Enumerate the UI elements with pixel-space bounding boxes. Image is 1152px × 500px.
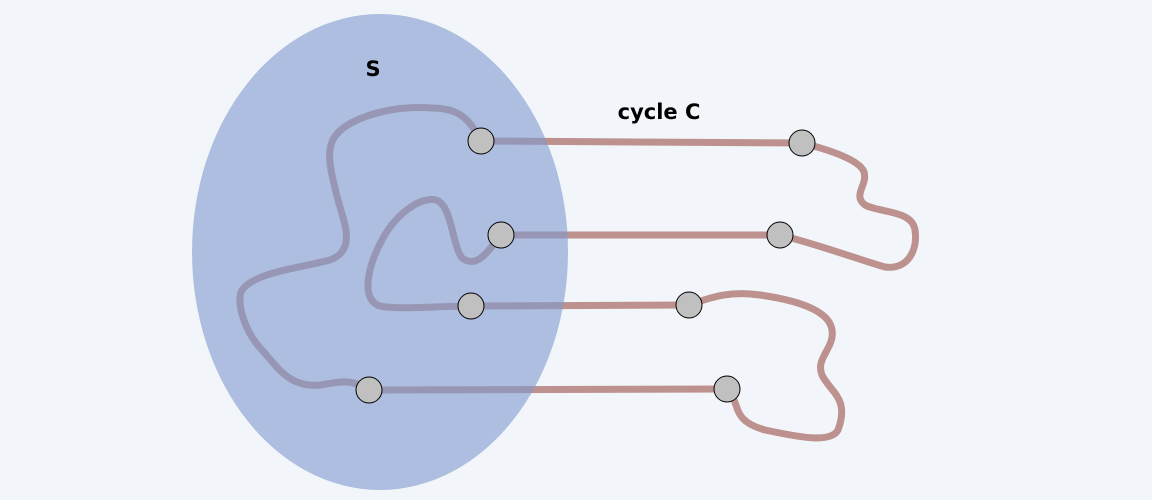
node-inside-3	[457, 292, 485, 320]
cycle-edge-outer-top	[776, 139, 920, 271]
set-s-region	[192, 14, 568, 490]
node-outside-1	[788, 129, 816, 157]
node-outside-3	[675, 291, 703, 319]
cycle-label: cycle C	[618, 100, 701, 124]
node-outside-4	[713, 375, 741, 403]
node-inside-2	[487, 221, 515, 249]
node-inside-4	[355, 376, 383, 404]
node-inside-1	[467, 127, 495, 155]
cycle-nodes	[355, 127, 816, 404]
node-outside-2	[766, 221, 794, 249]
set-s-label: S	[365, 57, 380, 81]
cycle-edge-outer-bottom	[685, 290, 846, 442]
